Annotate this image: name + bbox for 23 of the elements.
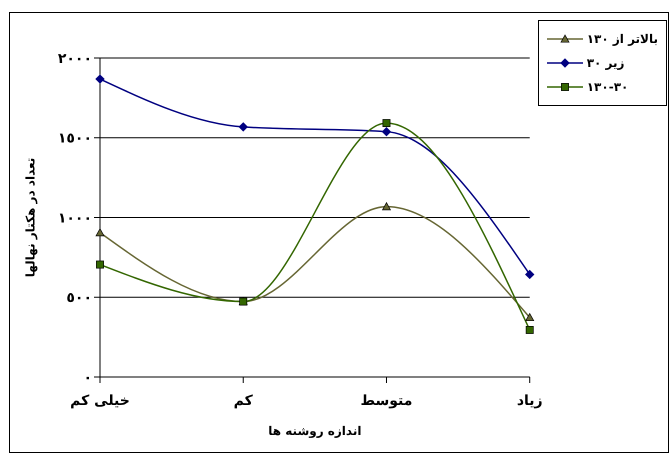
x-tick-label: متوسط [360, 392, 412, 409]
x-tick-label: کم [234, 392, 254, 409]
x-tick-label: زیاد [516, 392, 543, 409]
point [382, 202, 391, 210]
legend-label: زیر ٣٠ [586, 56, 624, 70]
y-tick-label: ٥٠٠ [66, 290, 92, 306]
point [526, 326, 534, 334]
y-tick-label: ١٥٠٠ [58, 130, 92, 147]
point [525, 270, 534, 279]
legend-label: ٣٠-١٣٠ [586, 80, 628, 94]
x-axis-title: اندازه روشنه ها [268, 424, 362, 438]
point [525, 313, 534, 322]
point [238, 122, 248, 132]
point [382, 119, 390, 128]
point [96, 228, 104, 236]
y-tick-label: ١٠٠٠ [58, 210, 92, 226]
y-tick-label: ٢٠٠٠ [58, 50, 92, 67]
legend-label: بالاتر از ١٣٠ [586, 32, 658, 46]
point [96, 260, 104, 269]
y-tick-label: ٠ [83, 370, 92, 386]
x-tick-label: خیلی کم [70, 392, 130, 409]
y-axis-title: تعداد در هکتار نهالها [23, 158, 38, 278]
point [382, 127, 391, 136]
